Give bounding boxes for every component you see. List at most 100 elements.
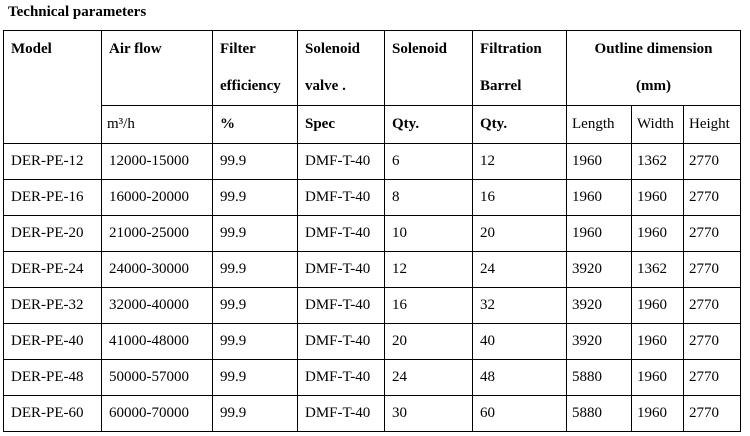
header-cell: Outline dimension (mm) [565,30,742,106]
data-cell: 99.9 [212,251,298,288]
title: Technical parameters [8,4,147,20]
data-cell: 16000-20000 [101,179,213,216]
data-cell: 12 [472,143,567,180]
data-cell: 3920 [566,323,632,360]
data-cell: 48 [472,359,567,396]
parameter-table: Model Air flow Filter efficiency Solenoid val… [3,30,742,432]
data-cell: DMF-T-40 [297,143,385,180]
data-cell: 8 [384,179,473,216]
data-row: DER-PE-16 16000-20000 99.9 DMF-T-40 8 16 1960 1… [3,179,742,216]
data-cell: 1960 [631,215,684,252]
data-cell: 1960 [566,179,632,216]
data-cell: DMF-T-40 [297,287,385,324]
data-cell: 16 [472,179,567,216]
data-cell: 6 [384,143,473,180]
data-cell: 16 [384,287,473,324]
data-cell: 24 [384,359,473,396]
data-cell: 5880 [566,395,632,432]
data-cell: 99.9 [212,143,298,180]
data-cell: DER-PE-40 [3,323,102,360]
data-cell: 2770 [682,323,742,360]
data-cell: 24 [472,251,567,288]
data-cell: 2770 [682,143,742,180]
data-cell: DMF-T-40 [297,323,385,360]
data-cell: 20 [384,323,473,360]
data-cell: 3920 [566,251,632,288]
unit-cell: Qty. [384,105,473,144]
data-cell: 99.9 [212,287,298,324]
data-cell: 24000-30000 [101,251,213,288]
data-cell: 1362 [631,143,684,180]
data-cell: 3920 [566,287,632,324]
header-text: (mm) [636,78,671,94]
data-cell: 5880 [566,359,632,396]
data-cell: 30 [384,395,473,432]
data-cell: 1960 [631,359,684,396]
data-cell: 1960 [566,143,632,180]
data-row: DER-PE-12 12000-15000 99.9 DMF-T-40 6 12 1960 1… [3,143,742,180]
data-row: DER-PE-40 41000-48000 99.9 DMF-T-40 20 40 3920… [3,323,742,360]
unit-cell: Height [682,105,742,144]
unit-cell: m³/h [101,105,213,144]
header-text: Filtration [480,41,542,57]
data-cell: 2770 [682,359,742,396]
data-cell: DER-PE-20 [3,215,102,252]
data-row: DER-PE-24 24000-30000 99.9 DMF-T-40 12 24 3920… [3,251,742,288]
data-cell: DMF-T-40 [297,251,385,288]
data-cell: DER-PE-24 [3,251,102,288]
data-cell: 99.9 [212,359,298,396]
header-cell: Filtration Barrel [472,30,567,106]
header-text: Outline dimension [594,41,713,57]
unit-cell: Length [566,105,632,144]
data-cell: 1960 [566,215,632,252]
header-cell: Model [3,30,102,144]
data-cell: 10 [384,215,473,252]
data-cell: 41000-48000 [101,323,213,360]
data-cell: DMF-T-40 [297,215,385,252]
data-cell: 1362 [631,251,684,288]
data-cell: DMF-T-40 [297,395,385,432]
data-cell: DER-PE-16 [3,179,102,216]
data-cell: 99.9 [212,215,298,252]
data-cell: 2770 [682,179,742,216]
data-cell: 21000-25000 [101,215,213,252]
header-text: Solenoid [305,41,361,57]
data-cell: DER-PE-12 [3,143,102,180]
unit-cell: Spec [297,105,385,144]
data-cell: 99.9 [212,179,298,216]
data-cell: 20 [472,215,567,252]
data-cell: 2770 [682,287,742,324]
data-cell: DER-PE-48 [3,359,102,396]
header-text: valve . [305,78,346,94]
header-cell: Air flow [101,30,213,106]
header-text: Air flow [109,41,162,57]
data-cell: 1960 [631,179,684,216]
data-cell: 1960 [631,287,684,324]
data-cell: 32000-40000 [101,287,213,324]
header-text: efficiency [220,78,281,94]
data-cell: 60 [472,395,567,432]
unit-cell: Qty. [472,105,567,144]
data-row: DER-PE-48 50000-57000 99.9 DMF-T-40 24 48 5880… [3,359,742,396]
header-cell: Solenoid valve . [297,30,385,106]
unit-cell: Width [631,105,684,144]
data-cell: 40 [472,323,567,360]
data-cell: 99.9 [212,395,298,432]
data-cell: 2770 [682,395,742,432]
data-cell: DMF-T-40 [297,179,385,216]
data-cell: 12000-15000 [101,143,213,180]
data-cell: 1960 [631,395,684,432]
data-cell: DER-PE-32 [3,287,102,324]
unit-cell: % [212,105,298,144]
data-cell: 32 [472,287,567,324]
data-row: DER-PE-60 60000-70000 99.9 DMF-T-40 30 60 5880… [3,395,742,432]
header-row: Model Air flow Filter efficiency Solenoid val… [3,30,742,144]
header-text: Model [11,41,52,57]
data-cell: 50000-57000 [101,359,213,396]
data-row: DER-PE-32 32000-40000 99.9 DMF-T-40 16 32 3920… [3,287,742,324]
data-cell: 60000-70000 [101,395,213,432]
header-text: Barrel [480,78,522,94]
data-cell: 2770 [682,251,742,288]
data-row: DER-PE-20 21000-25000 99.9 DMF-T-40 10 20 1960… [3,215,742,252]
